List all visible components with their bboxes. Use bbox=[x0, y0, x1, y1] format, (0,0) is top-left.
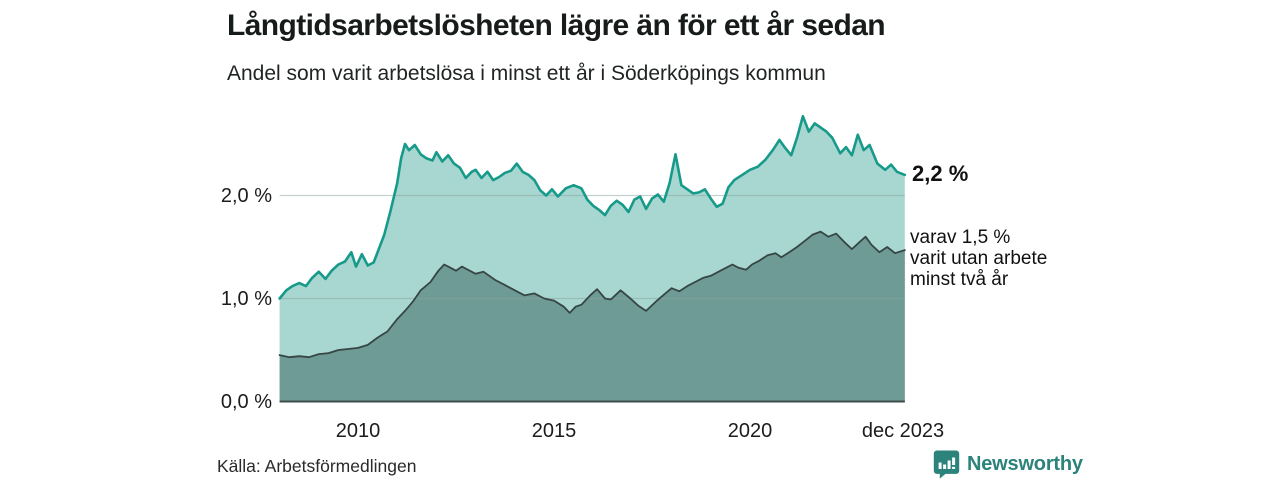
x-tick-2015: 2015 bbox=[531, 420, 577, 442]
secondary-note-line-2: varit utan arbete bbox=[910, 248, 1048, 269]
x-tick-2010: 2010 bbox=[335, 420, 381, 442]
secondary-series-note: varav 1,5 % varit utan arbete minst två … bbox=[910, 227, 1047, 290]
newsworthy-pin-barchart-icon bbox=[933, 450, 960, 479]
x-tick-2020: 2020 bbox=[727, 420, 773, 442]
unemployed-one-year-line bbox=[278, 114, 907, 300]
y-tick-0: 0,0 % bbox=[220, 390, 272, 413]
page-title: Långtidsarbetslösheten lägre än för ett … bbox=[227, 9, 886, 42]
x-tick-dec-2023: dec 2023 bbox=[861, 420, 945, 442]
secondary-note-line-1: varav 1,5 % bbox=[910, 227, 1011, 248]
unemployed-two-years-area bbox=[279, 231, 905, 402]
source-attribution: Källa: Arbetsförmedlingen bbox=[217, 456, 417, 476]
unemployed-two-years-line bbox=[278, 230, 906, 359]
chart-subtitle: Andel som varit arbetslösa i minst ett å… bbox=[227, 62, 826, 85]
newsworthy-wordmark: Newsworthy bbox=[967, 452, 1083, 475]
newsworthy-logo: Newsworthy bbox=[933, 449, 1083, 479]
latest-total-label: 2,2 % bbox=[912, 161, 969, 186]
secondary-note-line-3: minst två år bbox=[910, 269, 1009, 290]
y-tick-1: 1,0 % bbox=[220, 287, 272, 310]
y-tick-2: 2,0 % bbox=[220, 184, 272, 207]
